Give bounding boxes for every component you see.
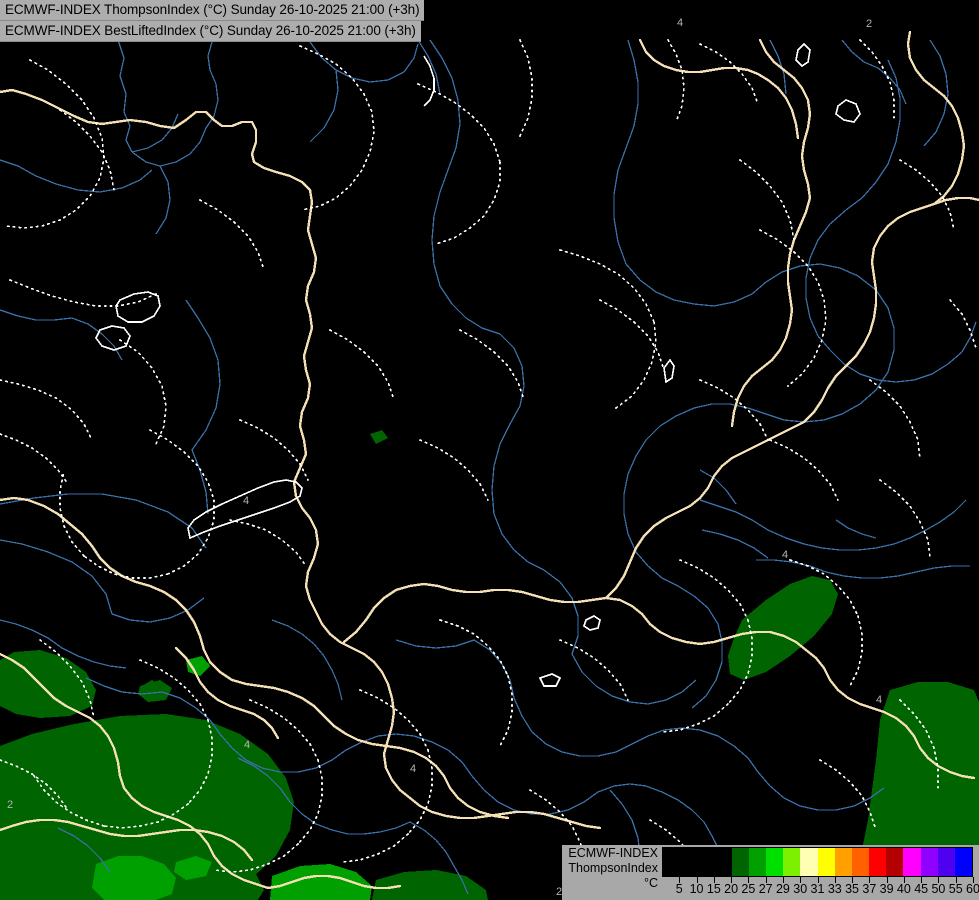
colorbar-tick <box>696 877 698 883</box>
colorbar-swatch <box>834 848 852 876</box>
colorbar-swatch <box>869 848 887 876</box>
colorbar-tick <box>869 877 871 883</box>
colorbar-tick <box>938 877 940 883</box>
colorbar-tick <box>782 877 784 883</box>
colorbar-legend: ECMWF-INDEX ThompsonIndex °C 5 10 15 20 25 27… <box>562 845 979 900</box>
svg-text:4: 4 <box>243 495 249 507</box>
colorbar-tick-label: 45 <box>914 882 929 896</box>
colorbar-tick <box>679 877 681 883</box>
colorbar-tick-label: 50 <box>931 882 946 896</box>
colorbar-tick <box>903 877 905 883</box>
legend-subtitle: ThompsonIndex <box>568 861 658 875</box>
colorbar-swatch <box>817 848 835 876</box>
map-title-overlay: ECMWF-INDEX ThompsonIndex (°C) Sunday 26… <box>0 0 425 42</box>
colorbar-tick <box>731 877 733 883</box>
colorbar-tick <box>765 877 767 883</box>
colorbar-swatch <box>680 848 698 876</box>
svg-text:4: 4 <box>410 763 416 775</box>
colorbar-swatch <box>800 848 818 876</box>
index-fill-layer <box>0 430 979 900</box>
colorbar-swatch <box>937 848 955 876</box>
legend-unit: °C <box>643 876 658 890</box>
colorbar-tick-label: 5 <box>675 882 683 896</box>
colorbar-tick <box>973 877 974 883</box>
svg-text:4: 4 <box>244 739 250 751</box>
country-border-layer <box>0 30 979 890</box>
colorbar-tick-label: 55 <box>948 882 963 896</box>
colorbar-tick <box>921 877 923 883</box>
colorbar-tick-label: 27 <box>758 882 773 896</box>
colorbar-tick <box>800 877 802 883</box>
colorbar-tick <box>817 877 819 883</box>
colorbar-tick-label: 60 <box>966 882 979 896</box>
colorbar-tick-label: 29 <box>775 882 790 896</box>
colorbar-tick-labels: 5 10 15 20 25 27 29 30 31 33 35 37 39 40 45 50 55 60 <box>662 882 979 898</box>
colorbar-tick-label: 40 <box>896 882 911 896</box>
colorbar-tick <box>852 877 854 883</box>
colorbar-swatch <box>663 848 681 876</box>
colorbar-tick-label: 25 <box>741 882 756 896</box>
colorbar-tick-label: 30 <box>793 882 808 896</box>
svg-text:2: 2 <box>7 799 13 811</box>
colorbar-swatch <box>748 848 767 876</box>
svg-text:4: 4 <box>782 549 788 561</box>
svg-text:4: 4 <box>876 694 882 706</box>
colorbar-tick <box>886 877 888 883</box>
colorbar-tick <box>955 877 957 883</box>
title-line-best-lifted-index: ECMWF-INDEX BestLiftedIndex (°C) Sunday … <box>0 21 421 42</box>
colorbar-tick-label: 10 <box>689 882 704 896</box>
colorbar-tick <box>713 877 715 883</box>
title-line-thompson-index: ECMWF-INDEX ThompsonIndex (°C) Sunday 26… <box>0 0 425 21</box>
colorbar-swatch <box>697 848 715 876</box>
colorbar-swatch <box>920 848 938 876</box>
colorbar-swatch <box>954 848 973 876</box>
colorbar-tick <box>834 877 836 883</box>
colorbar-tick-label: 33 <box>827 882 842 896</box>
colorbar-swatch <box>766 848 784 876</box>
colorbar-tick-label: 31 <box>810 882 825 896</box>
colorbar-swatch <box>731 848 749 876</box>
colorbar-swatch <box>714 848 732 876</box>
svg-text:2: 2 <box>556 886 562 898</box>
colorbar-swatch <box>783 848 801 876</box>
colorbar-tick-label: 20 <box>724 882 739 896</box>
colorbar-tick-label: 37 <box>862 882 877 896</box>
colorbar-ticks <box>662 877 974 885</box>
colorbar-tick-label: 39 <box>879 882 894 896</box>
svg-text:2: 2 <box>866 18 872 30</box>
colorbar-tick <box>748 877 750 883</box>
svg-text:4: 4 <box>677 17 683 29</box>
colorbar-swatch <box>851 848 870 876</box>
contour-label-layer: 4 2 4 4 2 4 4 4 2 <box>7 17 882 898</box>
colorbar-tick-label: 15 <box>706 882 721 896</box>
lake-outline-layer <box>95 42 861 687</box>
legend-title: ECMWF-INDEX <box>568 846 658 860</box>
colorbar-swatches <box>662 847 973 877</box>
colorbar-swatch <box>886 848 904 876</box>
colorbar-swatch <box>903 848 921 876</box>
colorbar-tick-label: 35 <box>845 882 859 896</box>
